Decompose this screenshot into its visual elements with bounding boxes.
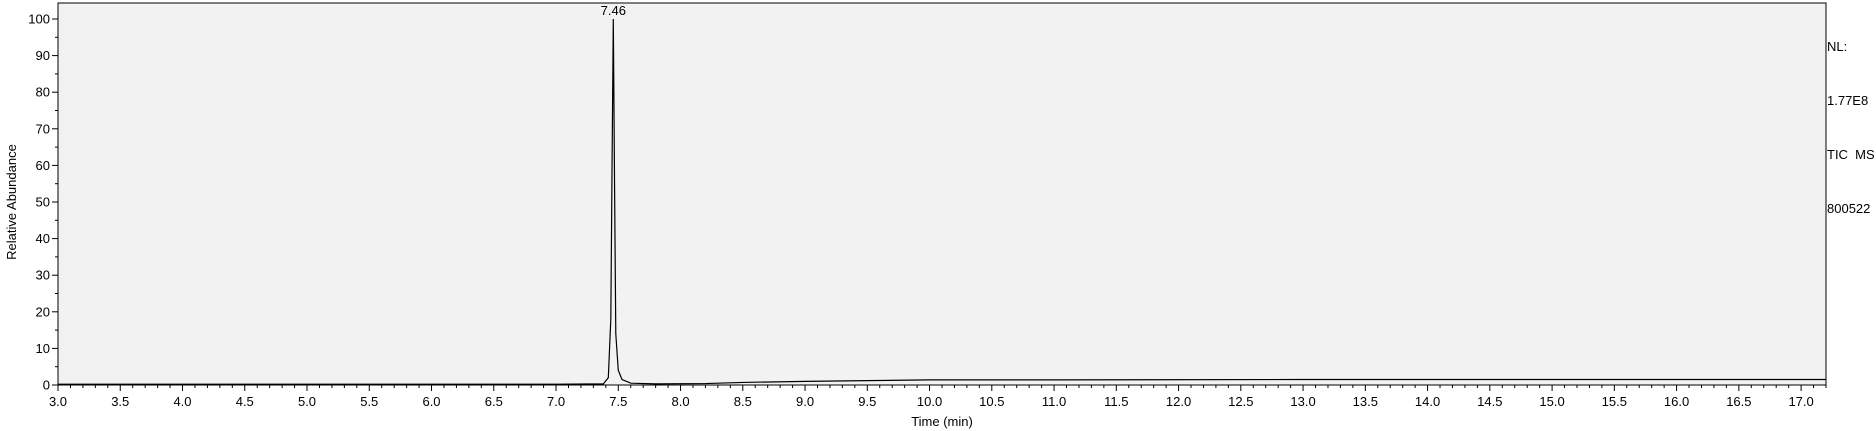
x-tick-label: 6.5 <box>485 394 503 409</box>
trace-label: TIC MS <box>1827 147 1875 162</box>
info-block: NL: 1.77E8 TIC MS 800522 <box>1827 2 1875 236</box>
x-tick-label: 12.0 <box>1166 394 1191 409</box>
x-tick-label: 8.5 <box>734 394 752 409</box>
x-tick-label: 10.5 <box>979 394 1004 409</box>
y-tick-label: 80 <box>36 85 50 100</box>
x-tick-label: 15.5 <box>1602 394 1627 409</box>
y-axis: 0 10 20 30 40 50 60 70 80 90 100 <box>28 12 58 393</box>
x-tick-label: 14.0 <box>1415 394 1440 409</box>
y-tick-label: 20 <box>36 304 50 319</box>
x-tick-label: 8.0 <box>671 394 689 409</box>
x-tick-label: 9.5 <box>858 394 876 409</box>
x-tick-label: 11.5 <box>1104 394 1128 409</box>
x-tick-label: 10.0 <box>917 394 942 409</box>
y-tick-label: 90 <box>36 48 50 63</box>
y-axis-title: Relative Abundance <box>4 144 19 260</box>
y-tick-label: 70 <box>36 121 50 136</box>
file-name: 800522 <box>1827 201 1871 216</box>
nl-label: NL: <box>1827 39 1848 54</box>
x-tick-label: 6.0 <box>422 394 440 409</box>
x-tick-label: 3.0 <box>49 394 67 409</box>
peak-annotations: 7.46 <box>601 3 626 18</box>
x-tick-label: 3.5 <box>111 394 129 409</box>
x-tick-label: 15.0 <box>1539 394 1564 409</box>
y-tick-label: 0 <box>43 378 50 393</box>
x-tick-label: 7.0 <box>547 394 565 409</box>
x-tick-label: 16.5 <box>1726 394 1751 409</box>
tic-trace-line <box>58 18 1826 385</box>
x-tick-label: 17.0 <box>1788 394 1813 409</box>
y-tick-label: 10 <box>36 341 50 356</box>
y-tick-label: 50 <box>36 195 50 210</box>
x-axis: 3.0 3.5 4.0 4.5 5.0 5.5 6.0 6.5 7.0 7.5 8.0 8.5 9.0 9… <box>49 385 1827 409</box>
x-tick-label: 5.5 <box>360 394 378 409</box>
x-tick-label: 5.0 <box>298 394 316 409</box>
peak-label: 7.46 <box>601 3 626 18</box>
x-tick-label: 14.5 <box>1477 394 1502 409</box>
x-tick-label: 11.0 <box>1042 394 1066 409</box>
y-tick-label: 30 <box>36 268 50 283</box>
x-tick-label: 13.0 <box>1290 394 1315 409</box>
x-tick-label: 12.5 <box>1228 394 1253 409</box>
y-tick-label: 60 <box>36 158 50 173</box>
x-tick-label: 13.5 <box>1353 394 1378 409</box>
x-tick-label: 9.0 <box>796 394 814 409</box>
x-tick-label: 4.5 <box>236 394 254 409</box>
x-axis-title: Time (min) <box>911 414 973 429</box>
y-tick-label: 40 <box>36 231 50 246</box>
nl-value: 1.77E8 <box>1827 93 1869 108</box>
x-tick-label: 4.0 <box>173 394 191 409</box>
x-tick-label: 7.5 <box>609 394 627 409</box>
plot-area <box>57 2 1827 386</box>
y-tick-label: 100 <box>28 12 50 27</box>
x-tick-label: 16.0 <box>1664 394 1689 409</box>
